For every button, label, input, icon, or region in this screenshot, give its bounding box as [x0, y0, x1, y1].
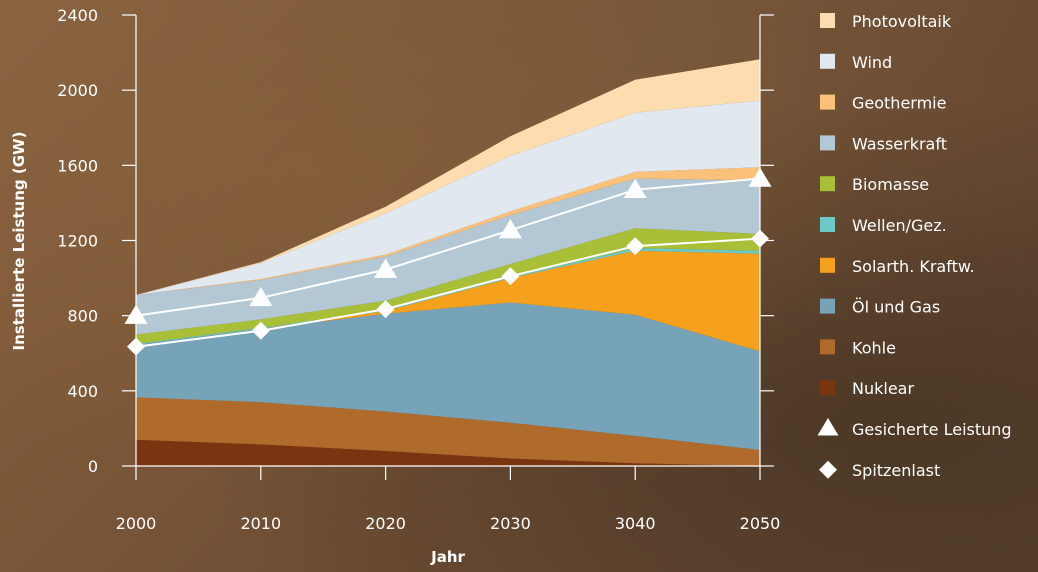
marker-gesicherte-leistung — [374, 258, 398, 278]
legend-swatch-photovoltaik — [820, 13, 835, 28]
legend-swatch-wasserkraft — [820, 135, 835, 151]
legend-marker-spitzenlast — [819, 460, 837, 479]
y-tick-label: 400 — [67, 382, 98, 401]
legend-label-spitzenlast: Spitzenlast — [852, 461, 940, 480]
y-tick-label: 1200 — [57, 232, 98, 251]
legend-label-wasserkraft: Wasserkraft — [852, 134, 947, 153]
legend-label-solarth-kraftw: Solarth. Kraftw. — [852, 257, 975, 276]
legend-swatch-biomasse — [820, 176, 835, 192]
area-wind — [136, 100, 760, 295]
area-nuklear — [136, 439, 760, 466]
x-tick-label: 2000 — [116, 514, 157, 533]
legend-label-photovoltaik: Photovoltaik — [852, 12, 952, 31]
marker-spitzenlast — [376, 300, 395, 319]
legend: Photovoltaik Wind Geothermie Wasserkraft Bio… — [817, 12, 1012, 480]
legend-label-nuklear: Nuklear — [852, 379, 914, 398]
legend-swatch-nuklear — [820, 380, 835, 396]
line-spitzenlast — [135, 237, 761, 348]
legend-label-wellen-gez: Wellen/Gez. — [852, 216, 947, 235]
legend-swatch-wind — [820, 53, 835, 69]
area-solarth-kraftw — [136, 250, 760, 352]
marker-gesicherte-leistung — [623, 178, 647, 199]
x-tick-label: 2020 — [365, 514, 406, 533]
legend-swatch-oel-und-gas — [820, 298, 835, 314]
x-tick-label: 2010 — [240, 514, 281, 533]
marker-spitzenlast — [626, 237, 645, 256]
y-tick-label: 800 — [67, 307, 98, 326]
y-tick-label: 0 — [88, 457, 98, 476]
legend-swatch-solarth-kraftw — [820, 257, 835, 273]
x-tick-label: 2030 — [490, 514, 531, 533]
legend-swatch-wellen-gez — [820, 217, 835, 232]
marker-spitzenlast — [251, 321, 270, 340]
marker-spitzenlast — [501, 267, 520, 286]
legend-label-geothermie: Geothermie — [852, 94, 946, 113]
area-photovoltaik — [136, 59, 760, 296]
x-tick-label: 2050 — [740, 514, 781, 533]
area-kohle — [136, 397, 760, 466]
line-gesicherte-leistung — [135, 177, 761, 317]
area-wasserkraft — [136, 178, 760, 335]
area-oel-und-gas — [136, 302, 760, 450]
y-tick-label: 2000 — [57, 81, 98, 100]
legend-label-kohle: Kohle — [852, 338, 896, 357]
legend-swatch-kohle — [820, 339, 835, 355]
area-biomasse — [136, 228, 760, 344]
marker-gesicherte-leistung — [498, 219, 522, 239]
y-axis-title: Installierte Leistung (GW) — [10, 132, 28, 351]
legend-label-gesicherte-leistung: Gesicherte Leistung — [852, 420, 1012, 439]
y-tick-label: 1600 — [57, 156, 98, 175]
axes: 0 400 800 1200 1600 2000 2400 2000 2010 2020 2030 3… — [57, 6, 780, 533]
y-tick-label: 2400 — [57, 6, 98, 25]
marker-gesicherte-leistung — [249, 286, 273, 307]
legend-label-oel-und-gas: Öl und Gas — [852, 298, 940, 317]
legend-marker-gesicherte-leistung — [817, 418, 839, 436]
legend-label-biomasse: Biomasse — [852, 175, 929, 194]
x-axis-title: Jahr — [430, 548, 465, 566]
legend-label-wind: Wind — [852, 53, 892, 72]
legend-swatch-geothermie — [820, 94, 835, 110]
x-tick-label: 3040 — [615, 514, 656, 533]
area-layers — [136, 59, 760, 466]
